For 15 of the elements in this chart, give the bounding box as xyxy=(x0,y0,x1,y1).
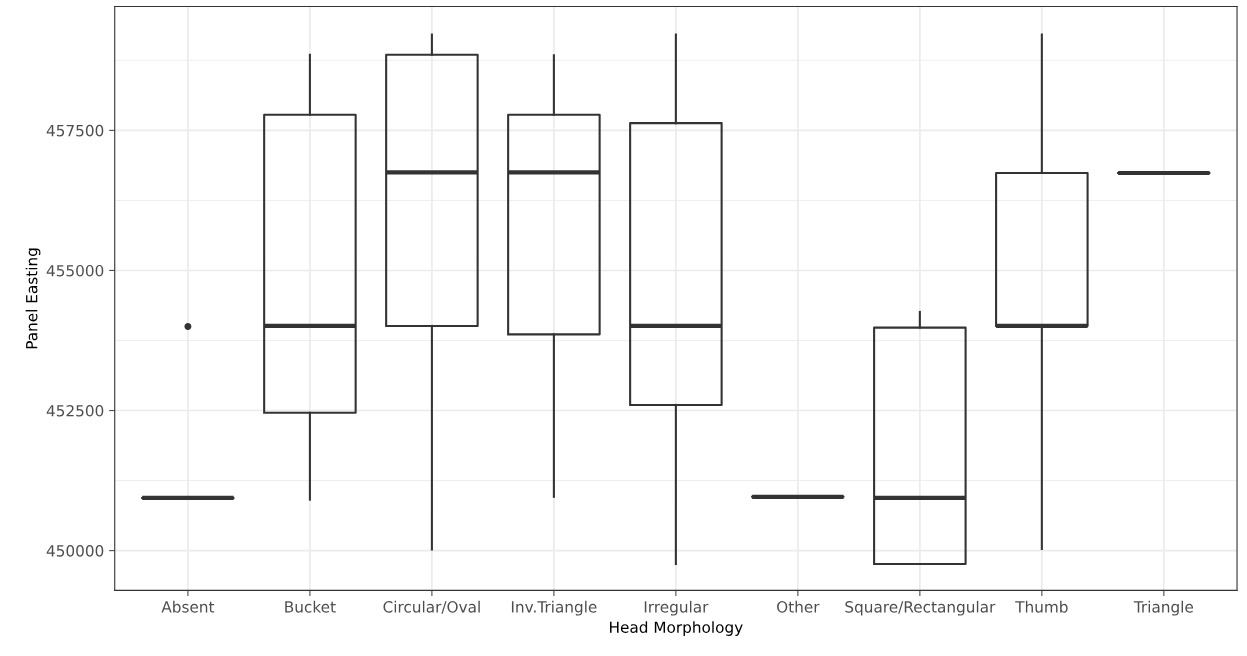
x-tick-label: Bucket xyxy=(285,600,336,613)
x-tick-label: Square/Rectangular xyxy=(845,600,996,616)
x-tick-label: Circular/Oval xyxy=(383,600,480,614)
x-tick-label: Inv.Triangle xyxy=(511,600,597,616)
y-axis-title: Panel Easting xyxy=(25,248,41,349)
y-tick-label: 455000 xyxy=(46,264,104,277)
y-tick-label: 457500 xyxy=(46,124,104,137)
x-tick-label: Triangle xyxy=(1133,600,1194,616)
x-axis-title: Head Morphology xyxy=(610,621,743,636)
x-tick-label: Irregular xyxy=(644,600,709,616)
x-tick-label: Absent xyxy=(161,600,215,613)
x-tick-label: Thumb xyxy=(1015,600,1068,613)
x-tick-label: Other xyxy=(777,600,820,613)
y-tick-label: 450000 xyxy=(46,545,104,557)
y-tick-label: 452500 xyxy=(46,405,104,417)
